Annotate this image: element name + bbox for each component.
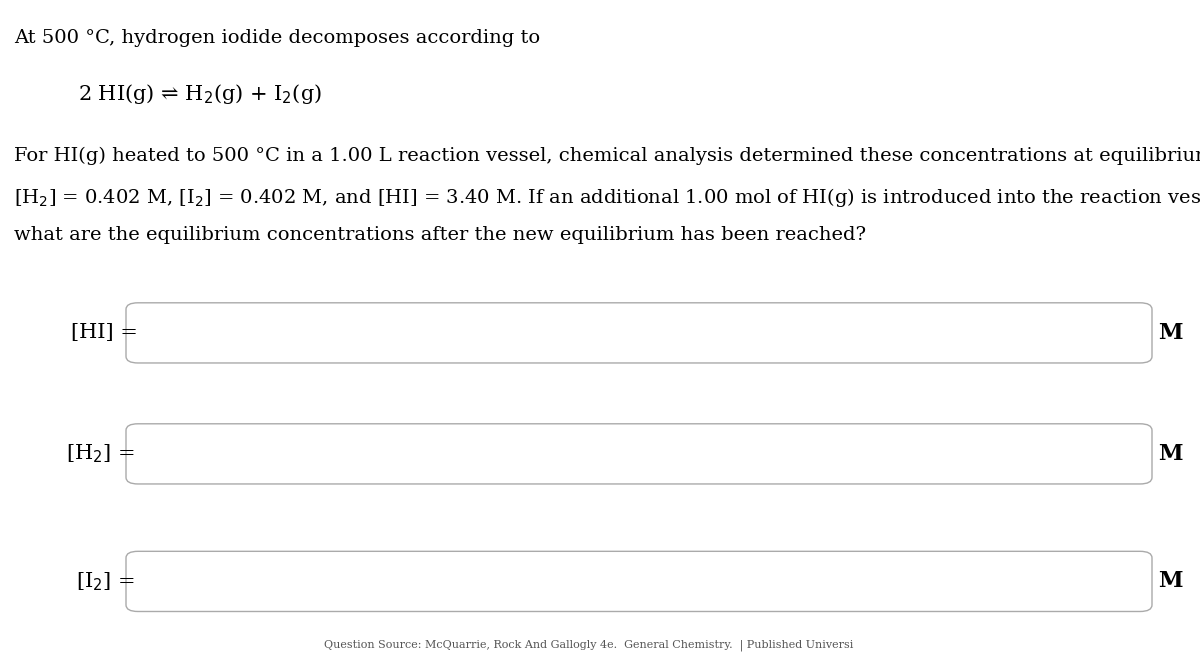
Text: what are the equilibrium concentrations after the new equilibrium has been reach: what are the equilibrium concentrations … xyxy=(14,226,866,244)
Text: [HI] =: [HI] = xyxy=(71,323,138,343)
Text: M: M xyxy=(1158,570,1182,593)
Text: [I$_2$] =: [I$_2$] = xyxy=(76,570,134,593)
Text: Question Source: McQuarrie, Rock And Gallogly 4e.  General Chemistry.  | Publish: Question Source: McQuarrie, Rock And Gal… xyxy=(324,639,853,651)
Text: [H$_2$] =: [H$_2$] = xyxy=(66,443,134,465)
Text: M: M xyxy=(1158,443,1182,465)
Text: For HI(g) heated to 500 °C in a 1.00 L reaction vessel, chemical analysis determ: For HI(g) heated to 500 °C in a 1.00 L r… xyxy=(14,147,1200,165)
Text: [H$_2$] = 0.402 M, [I$_2$] = 0.402 M, and [HI] = 3.40 M. If an additional 1.00 m: [H$_2$] = 0.402 M, [I$_2$] = 0.402 M, an… xyxy=(14,186,1200,209)
Text: 2 HI(g) ⇌ H$_2$(g) + I$_2$(g): 2 HI(g) ⇌ H$_2$(g) + I$_2$(g) xyxy=(78,82,322,106)
Text: At 500 °C, hydrogen iodide decomposes according to: At 500 °C, hydrogen iodide decomposes ac… xyxy=(14,29,540,48)
Text: M: M xyxy=(1158,322,1182,344)
